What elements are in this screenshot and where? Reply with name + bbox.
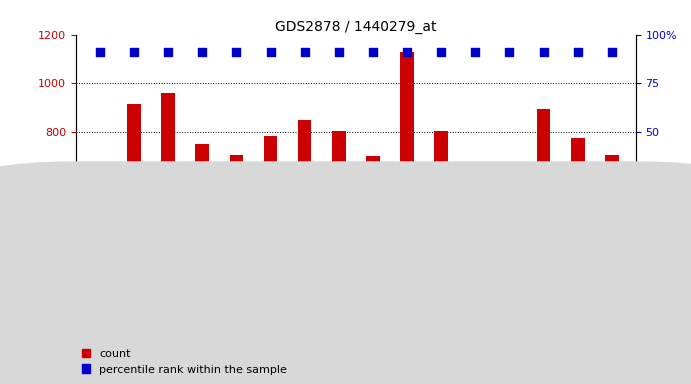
Bar (93, 195, 106, 230)
Point (435, 48, 446, 55)
Bar (468, 166, 482, 230)
Bar (605, 155, 618, 230)
Point (401, 48, 413, 55)
Bar (298, 120, 312, 230)
Bar (400, 51, 414, 230)
Text: agent: agent (0, 260, 79, 270)
Bar (332, 131, 346, 230)
Text: pregnant: pregnant (448, 235, 502, 248)
Bar (185, 253, 322, 276)
Bar (493, 253, 629, 276)
Point (470, 48, 481, 55)
Text: control: control (113, 258, 155, 271)
Bar (571, 138, 585, 230)
Point (162, 48, 173, 55)
Point (197, 48, 208, 55)
Bar (161, 93, 175, 230)
Bar (366, 157, 380, 230)
Bar (322, 230, 629, 253)
Point (129, 48, 140, 55)
Point (538, 48, 549, 55)
Text: development stage: development stage (0, 237, 79, 247)
Point (572, 48, 583, 55)
Point (265, 48, 276, 55)
Bar (537, 109, 551, 230)
Bar (435, 131, 448, 230)
Point (231, 48, 242, 55)
Bar (127, 104, 141, 230)
Text: titanium dioxide: titanium dioxide (205, 258, 302, 271)
Title: GDS2878 / 1440279_at: GDS2878 / 1440279_at (275, 20, 437, 33)
Point (333, 48, 344, 55)
Legend: count, percentile rank within the sample: count, percentile rank within the sample (82, 349, 287, 375)
Point (504, 48, 515, 55)
Bar (322, 253, 493, 276)
Bar (196, 144, 209, 230)
Bar (76, 230, 636, 337)
Bar (83, 230, 322, 253)
Text: control: control (386, 258, 428, 271)
Bar (229, 155, 243, 230)
Point (368, 48, 379, 55)
Text: titanium dioxide: titanium dioxide (513, 258, 609, 271)
Point (606, 48, 617, 55)
Bar (502, 175, 516, 230)
Text: non-pregnant: non-pregnant (162, 235, 243, 248)
Point (95, 48, 106, 55)
Bar (83, 253, 185, 276)
Bar (264, 136, 277, 230)
Point (299, 48, 310, 55)
